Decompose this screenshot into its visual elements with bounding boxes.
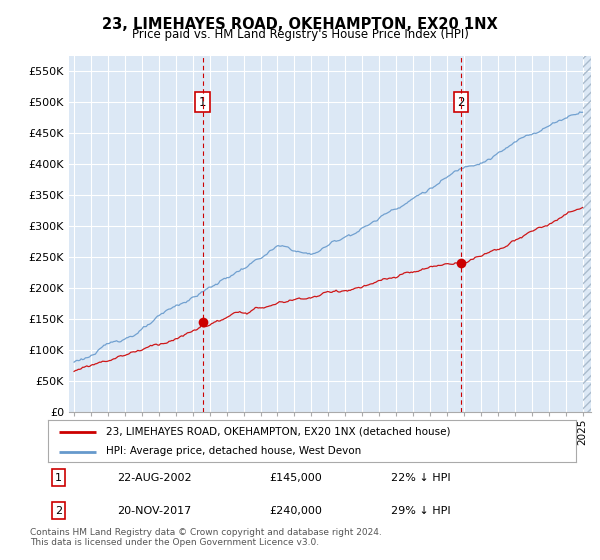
Text: Contains HM Land Registry data © Crown copyright and database right 2024.
This d: Contains HM Land Registry data © Crown c… (30, 528, 382, 547)
Text: £240,000: £240,000 (270, 506, 323, 516)
Text: 1: 1 (199, 96, 206, 109)
Text: 2: 2 (55, 506, 62, 516)
Text: 22% ↓ HPI: 22% ↓ HPI (391, 473, 451, 483)
Text: £145,000: £145,000 (270, 473, 323, 483)
Text: HPI: Average price, detached house, West Devon: HPI: Average price, detached house, West… (106, 446, 361, 456)
Text: Price paid vs. HM Land Registry's House Price Index (HPI): Price paid vs. HM Land Registry's House … (131, 28, 469, 41)
Text: 22-AUG-2002: 22-AUG-2002 (116, 473, 191, 483)
Text: 20-NOV-2017: 20-NOV-2017 (116, 506, 191, 516)
Text: 23, LIMEHAYES ROAD, OKEHAMPTON, EX20 1NX (detached house): 23, LIMEHAYES ROAD, OKEHAMPTON, EX20 1NX… (106, 427, 451, 437)
Bar (583, 56, 599, 412)
Text: 29% ↓ HPI: 29% ↓ HPI (391, 506, 451, 516)
Text: 23, LIMEHAYES ROAD, OKEHAMPTON, EX20 1NX: 23, LIMEHAYES ROAD, OKEHAMPTON, EX20 1NX (102, 17, 498, 32)
Text: 1: 1 (55, 473, 62, 483)
Text: 2: 2 (457, 96, 465, 109)
